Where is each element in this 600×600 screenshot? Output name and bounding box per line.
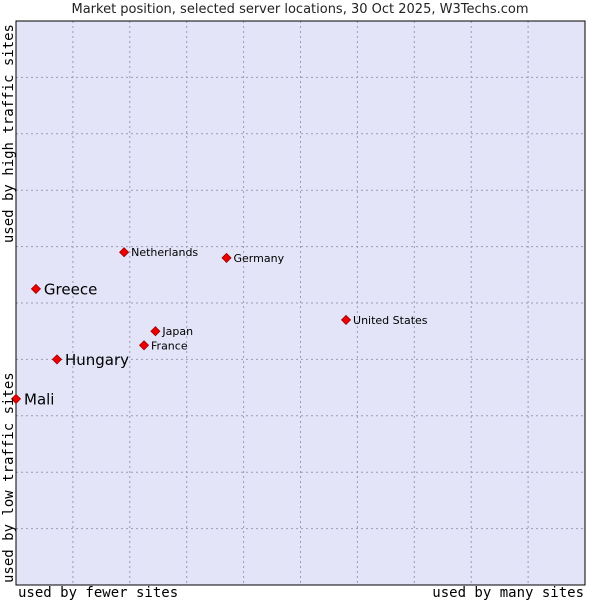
point-marker	[30, 283, 41, 294]
point-marker	[138, 340, 150, 351]
data-point: Netherlands	[119, 246, 198, 259]
x-axis-label-low: used by fewer sites	[18, 585, 178, 600]
data-point: Japan	[150, 325, 193, 338]
point-marker	[340, 314, 352, 325]
point-label: Japan	[161, 325, 193, 338]
data-point: Germany	[221, 252, 285, 265]
y-axis-label-low: used by low traffic sites	[1, 372, 17, 583]
data-point: United States	[340, 314, 428, 327]
point-marker	[51, 354, 63, 365]
point-label: France	[151, 339, 188, 352]
grid-lines	[16, 21, 585, 585]
data-points: Netherlands Germany Greece United States Jap…	[10, 246, 428, 408]
data-point: France	[138, 339, 188, 352]
y-axis-label-high: used by high traffic sites	[1, 24, 17, 243]
point-label: United States	[353, 314, 428, 327]
x-axis-label-high: used by many sites	[432, 585, 584, 600]
plot-border	[15, 20, 586, 586]
point-label: Mali	[24, 390, 54, 408]
point-label: Netherlands	[131, 246, 198, 259]
point-label: Germany	[234, 252, 285, 265]
point-marker	[119, 247, 130, 258]
point-marker	[221, 252, 232, 263]
chart-title: Market position, selected server locatio…	[71, 2, 529, 17]
point-label: Greece	[44, 280, 97, 298]
data-point: Greece	[30, 280, 97, 298]
data-point: Hungary	[51, 351, 129, 369]
point-label: Hungary	[65, 351, 129, 369]
point-marker	[10, 393, 22, 404]
data-point: Mali	[10, 390, 54, 408]
point-marker	[150, 326, 161, 337]
